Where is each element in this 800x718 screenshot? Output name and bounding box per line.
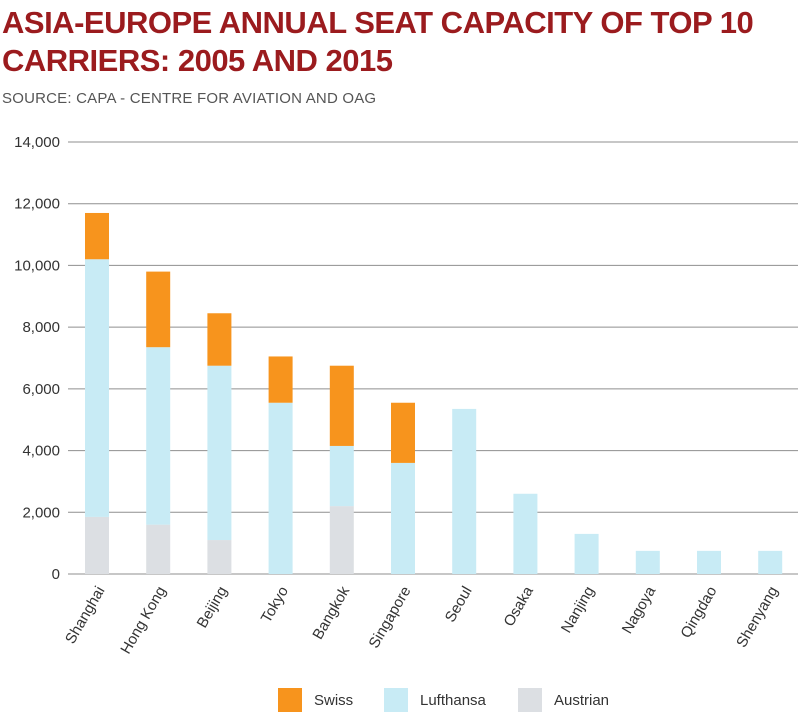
y-tick-label: 12,000 <box>14 196 60 213</box>
y-tick-label: 4,000 <box>22 443 60 460</box>
legend-swatch-swiss <box>278 688 302 712</box>
y-tick-label: 2,000 <box>22 504 60 521</box>
chart-source: SOURCE: CAPA - CENTRE FOR AVIATION AND O… <box>2 90 377 107</box>
x-tick-label: Bangkok <box>309 583 353 642</box>
bar-segment-lufthansa <box>329 445 354 507</box>
x-tick-label: Singapore <box>366 584 415 652</box>
x-tick-label: Nanjing <box>558 584 598 637</box>
legend-swatch-lufthansa <box>384 688 408 712</box>
x-axis-labels: Shanghai Hong Kong Beijing Tokyo Bangkok Sing… <box>62 583 782 657</box>
bar-segment-swiss <box>329 365 354 446</box>
legend-item-lufthansa: Lufthansa <box>384 688 486 712</box>
legend: Swiss Lufthansa Austrian <box>0 688 800 718</box>
bar-segment-lufthansa <box>146 347 171 525</box>
bar-segment-swiss <box>85 212 109 260</box>
x-tick-label: Tokyo <box>258 584 292 626</box>
bar-segment-austrian <box>85 516 109 574</box>
x-tick-label: Shanghai <box>62 584 108 647</box>
bar-segment-lufthansa <box>207 365 232 541</box>
x-tick-label: Qingdao <box>677 584 720 642</box>
x-tick-label: Shenyang <box>733 584 782 651</box>
gridlines <box>68 141 798 575</box>
bar-segment-lufthansa <box>697 550 721 574</box>
bar-segment-lufthansa <box>513 493 538 574</box>
bar-segment-lufthansa <box>391 462 415 574</box>
y-tick-label: 0 <box>52 566 60 583</box>
x-tick-label: Seoul <box>442 584 476 626</box>
bar-segment-austrian <box>207 540 232 574</box>
legend-label-austrian: Austrian <box>554 691 610 709</box>
chart-title: ASIA-EUROPE ANNUAL SEAT CAPACITY OF TOP … <box>2 5 754 78</box>
bar-segment-lufthansa <box>635 550 660 574</box>
legend-item-austrian: Austrian <box>518 688 609 712</box>
bar-segment-lufthansa <box>85 259 109 517</box>
legend-label-swiss: Swiss <box>314 691 354 709</box>
y-tick-label: 14,000 <box>14 134 60 151</box>
bar-segment-swiss <box>268 356 293 403</box>
bar-segment-austrian <box>329 506 354 574</box>
bar-segment-lufthansa <box>574 533 599 574</box>
legend-swatch-austrian <box>518 688 542 712</box>
x-tick-label: Hong Kong <box>117 584 169 658</box>
bar-segment-austrian <box>146 524 171 574</box>
legend-item-swiss: Swiss <box>278 688 353 712</box>
y-tick-label: 8,000 <box>22 319 60 336</box>
bar-segment-swiss <box>391 402 415 463</box>
x-tick-label: Nagoya <box>619 583 660 637</box>
y-tick-label: 10,000 <box>14 257 60 274</box>
bar-segment-swiss <box>207 313 232 366</box>
y-axis-ticks: 0 2,000 4,000 6,000 8,000 10,000 12,000 14,000 <box>14 134 60 583</box>
stacked-bar-chart: 02,0004,0006,0008,00010,00012,00014,000 … <box>14 134 798 657</box>
x-tick-label: Osaka <box>500 583 537 630</box>
y-tick-label: 6,000 <box>22 381 60 398</box>
bars <box>85 212 783 574</box>
x-tick-label: Beijing <box>194 584 231 631</box>
bar-segment-lufthansa <box>758 550 783 574</box>
legend-label-lufthansa: Lufthansa <box>420 691 486 709</box>
bar-segment-lufthansa <box>268 402 293 574</box>
bar-segment-lufthansa <box>452 408 477 574</box>
bar-segment-swiss <box>146 271 171 348</box>
